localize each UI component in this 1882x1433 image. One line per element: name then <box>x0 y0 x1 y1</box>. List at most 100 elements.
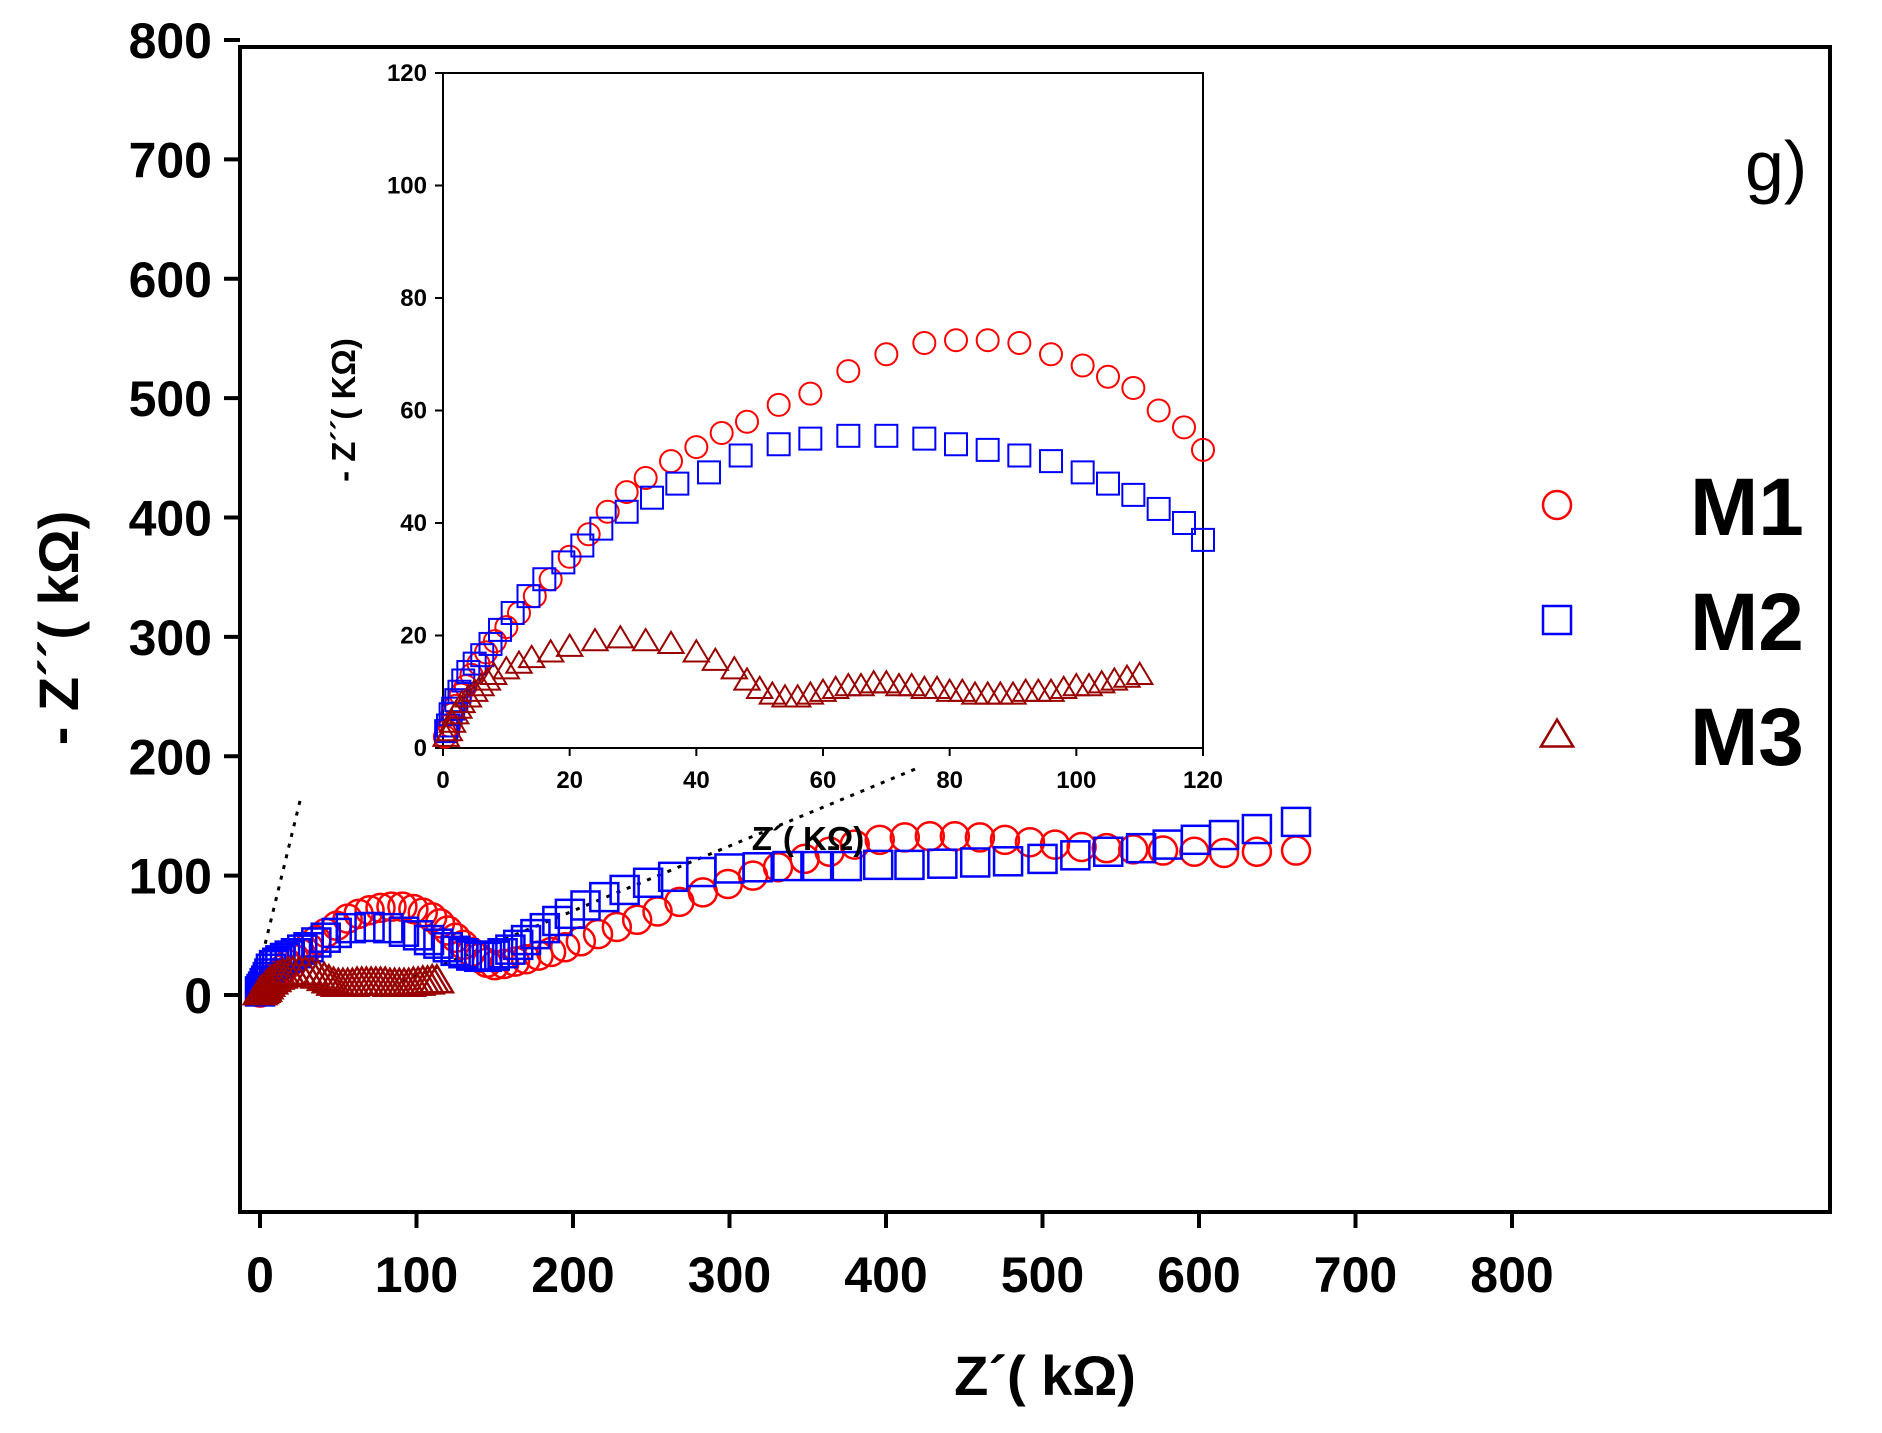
main-x-tick-label: 300 <box>688 1247 771 1303</box>
inset-point-M2 <box>766 432 791 457</box>
main-point-M1 <box>549 932 581 963</box>
inset-point-M2 <box>1172 511 1196 535</box>
inset-point-M3 <box>656 629 686 655</box>
main-point-M1 <box>1208 837 1240 869</box>
inset-point-M2 <box>462 651 487 676</box>
main-point-M1 <box>535 936 567 968</box>
legend-entry-M1: M1 <box>1541 462 1804 553</box>
main-y-ticks: 0 100 200 300 400 500 600 700 800 <box>129 13 240 1024</box>
inset-point-M1 <box>836 359 861 384</box>
main-x-tick-label: 700 <box>1314 1247 1397 1303</box>
main-point-M2 <box>335 912 367 944</box>
main-point-M1 <box>621 904 653 936</box>
main-point-M2 <box>742 852 773 883</box>
inset-x-ticks: 0 20 40 60 80 100 120 <box>436 748 1223 794</box>
inset-point-M3 <box>998 680 1028 705</box>
main-point-M1 <box>762 852 794 883</box>
main-point-M1 <box>839 829 870 860</box>
main-point-M2 <box>1060 840 1091 871</box>
main-point-M2 <box>280 937 312 969</box>
inset-y-tick-label: 40 <box>400 510 427 537</box>
main-series-points <box>241 806 1312 1008</box>
inset-point-M3 <box>555 632 585 657</box>
inset-point-M2 <box>456 660 481 685</box>
main-point-M1 <box>601 911 633 943</box>
main-point-M1 <box>582 918 614 950</box>
legend-marker-square <box>1541 604 1573 636</box>
main-point-M2 <box>831 850 863 882</box>
inset-point-M2 <box>975 437 1000 462</box>
inset-point-M3 <box>783 683 813 708</box>
main-point-M1 <box>864 824 895 856</box>
main-point-M2 <box>413 924 445 956</box>
main-y-tick-label: 200 <box>129 729 212 785</box>
inset-point-M1 <box>944 328 968 353</box>
legend-label: M2 <box>1690 577 1804 668</box>
main-point-M2 <box>894 849 925 881</box>
main-series-M3 <box>241 954 456 1006</box>
inset-point-M2 <box>944 432 968 457</box>
inset-point-M2 <box>912 426 937 451</box>
main-point-M1 <box>687 877 719 908</box>
inset-x-tick-label: 100 <box>1056 767 1096 794</box>
inset-point-M1 <box>735 409 759 434</box>
inset-point-M2 <box>874 423 899 448</box>
legend: M1 M2 M3 <box>1538 462 1804 783</box>
main-point-M2 <box>1092 836 1124 867</box>
inset-point-M2 <box>614 499 639 524</box>
guide-lines <box>258 766 918 987</box>
inset-point-M1 <box>874 342 899 367</box>
inset-point-M3 <box>871 669 901 694</box>
inset-point-M3 <box>479 660 509 685</box>
inset-point-M2 <box>1191 527 1215 552</box>
inset-x-tick-label: 120 <box>1183 767 1223 794</box>
inset-point-M2 <box>1121 482 1146 507</box>
main-point-M2 <box>440 935 471 967</box>
inset-x-tick-label: 60 <box>810 767 837 794</box>
inset-x-tick-label: 80 <box>936 767 963 794</box>
inset-point-M3 <box>1087 669 1117 694</box>
main-point-M1 <box>365 892 396 924</box>
main-point-M1 <box>1147 835 1179 866</box>
inset-point-M1 <box>614 480 639 505</box>
main-x-tick-label: 600 <box>1157 1247 1240 1303</box>
inset-point-M1 <box>494 615 519 640</box>
inset-point-M1 <box>1070 353 1095 378</box>
main-point-M2 <box>301 927 332 958</box>
main-point-M2 <box>992 846 1024 877</box>
main-point-M1 <box>354 894 385 926</box>
main-point-M2 <box>1280 806 1312 838</box>
dotted-guide-line <box>258 797 303 966</box>
main-plot: 0 100 200 300 400 500 600 700 800 Z´( kΩ) 010020… <box>27 13 1832 1407</box>
main-point-M2 <box>310 922 341 953</box>
inset-point-M2 <box>836 423 861 448</box>
main-y-tick-label: 700 <box>129 132 212 188</box>
main-y-tick-label: 300 <box>129 610 212 666</box>
inset-point-M3 <box>700 646 730 671</box>
inset-point-M1 <box>1191 437 1215 462</box>
main-point-M2 <box>542 905 573 937</box>
inset-y-ticks: 0 20 40 60 80 100 120 <box>387 60 443 762</box>
inset-point-M2 <box>1039 449 1063 474</box>
inset-series-M3 <box>431 624 1155 747</box>
inset-point-M3 <box>434 717 464 742</box>
inset-y-axis-label: - Z´´( KΩ) <box>325 338 362 482</box>
inset-point-M2 <box>488 617 512 642</box>
inset-point-M2 <box>1096 471 1120 496</box>
inset-x-axis: 0 20 40 60 80 100 120 Z´( KΩ) <box>436 748 1223 857</box>
inset-point-M2 <box>532 567 557 592</box>
inset-y-tick-label: 80 <box>400 285 427 312</box>
main-point-M2 <box>959 847 991 878</box>
inset-point-M3 <box>757 680 787 705</box>
main-point-M2 <box>801 850 833 882</box>
inset-point-M3 <box>1074 672 1104 697</box>
main-point-M2 <box>373 912 404 944</box>
main-point-M2 <box>432 932 464 963</box>
main-point-M2 <box>772 850 803 882</box>
main-y-tick-label: 0 <box>184 968 212 1024</box>
inset-point-M1 <box>1039 342 1063 367</box>
main-point-M2 <box>510 924 542 956</box>
main-point-M2 <box>609 874 640 906</box>
main-point-M3 <box>249 966 287 998</box>
inset-point-M1 <box>595 499 620 524</box>
